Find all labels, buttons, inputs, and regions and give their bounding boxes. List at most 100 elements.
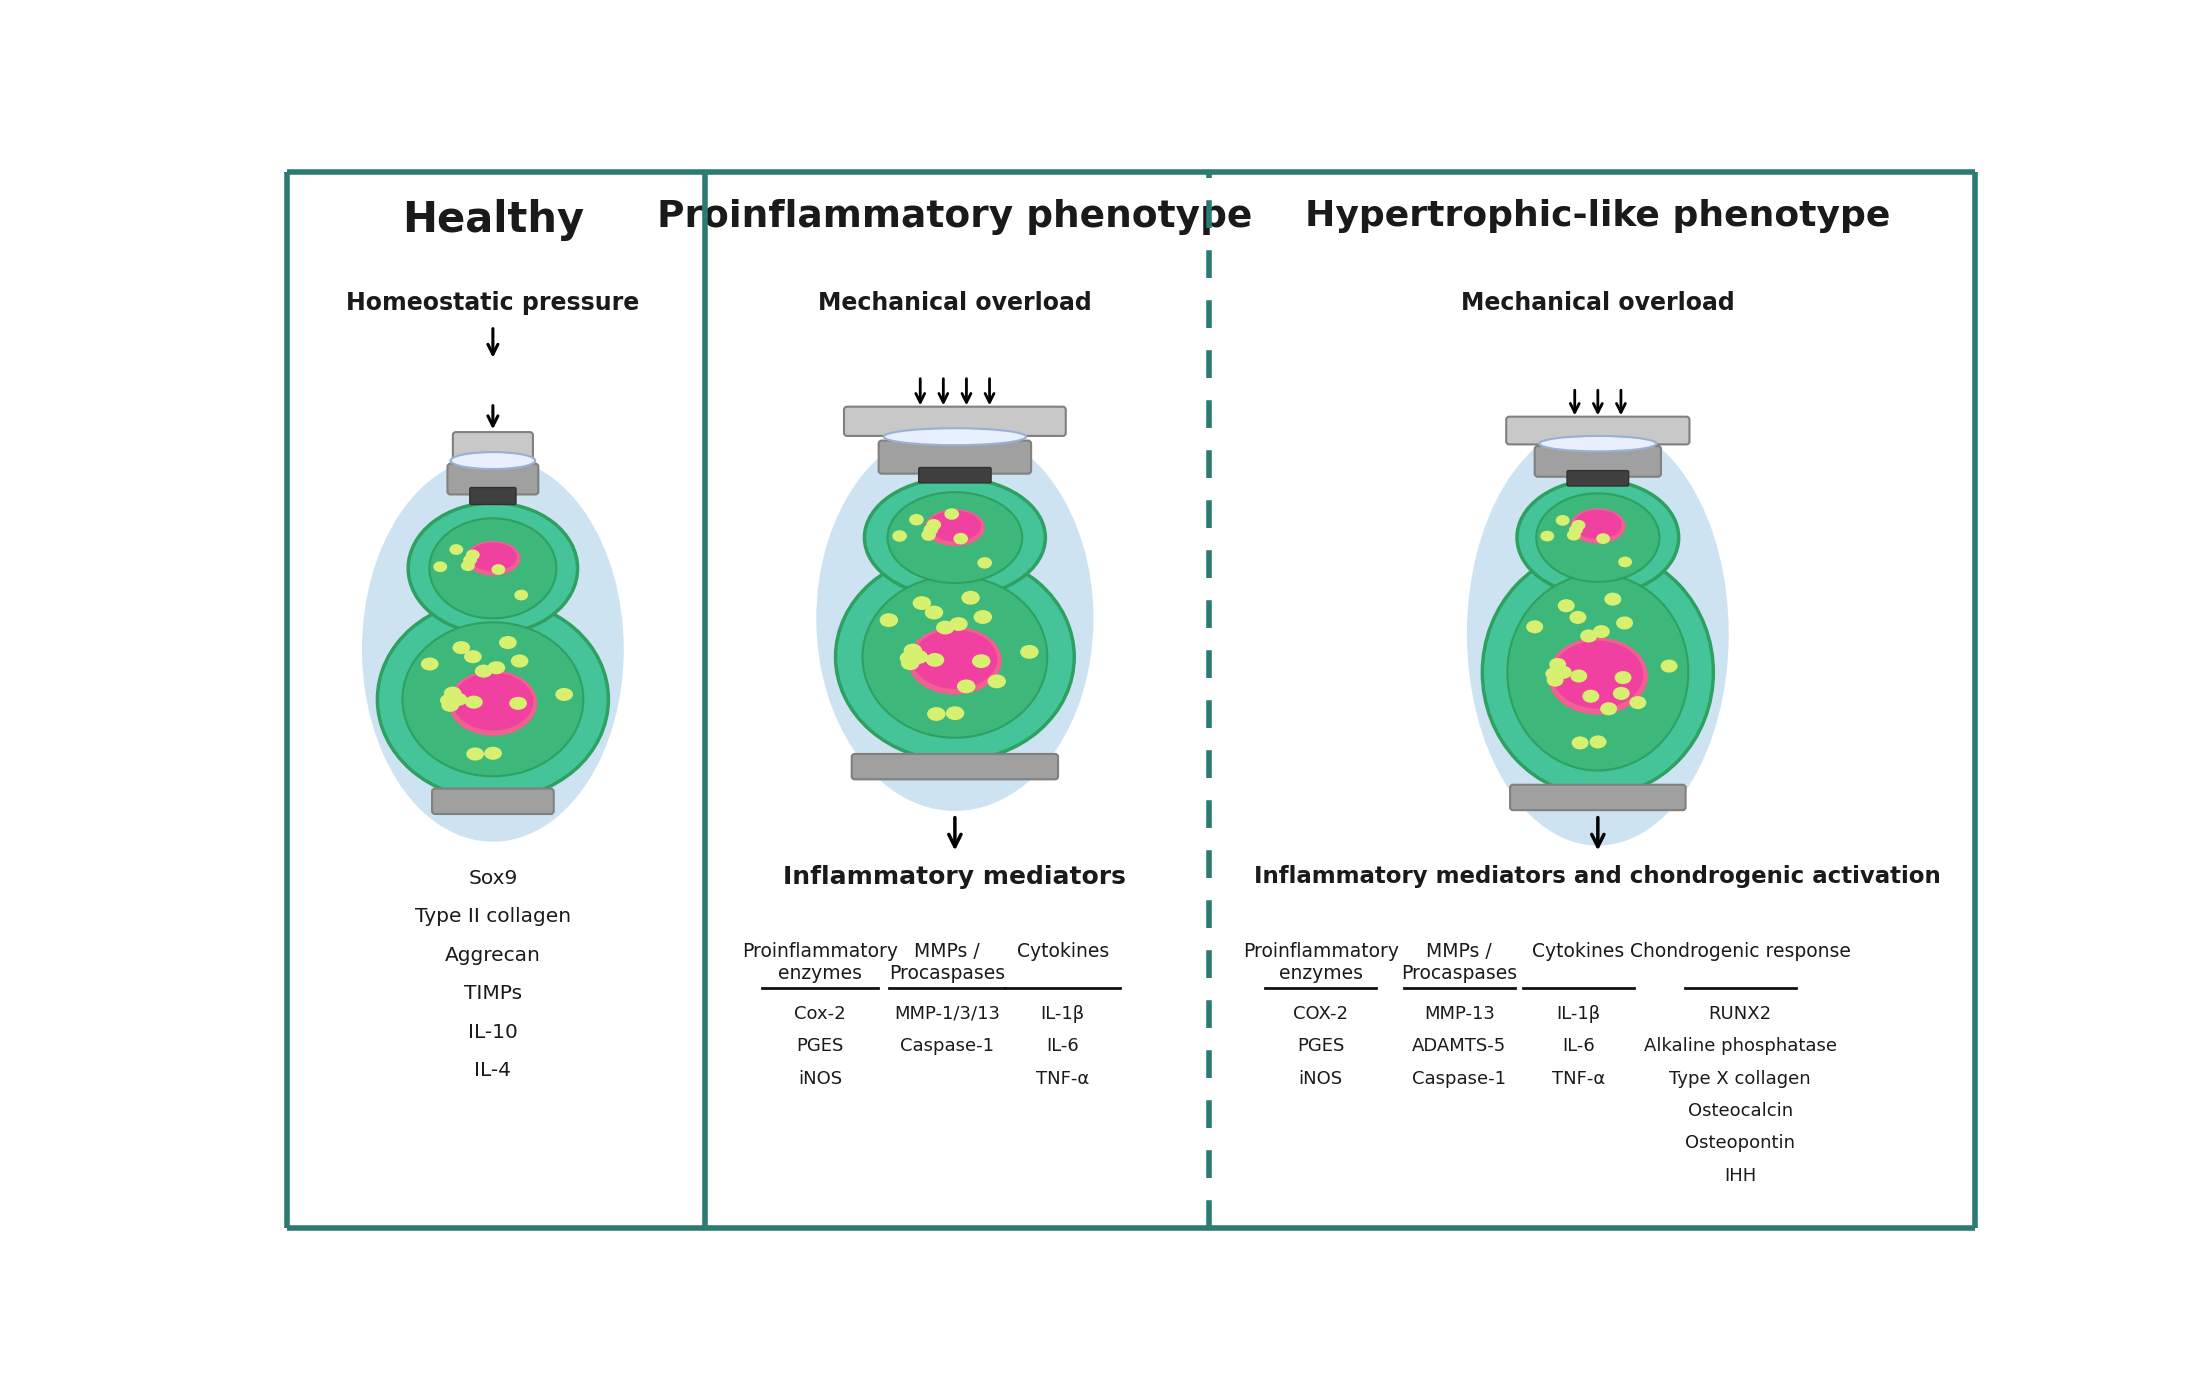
Ellipse shape: [926, 707, 946, 721]
FancyBboxPatch shape: [432, 789, 553, 814]
Ellipse shape: [1590, 735, 1607, 749]
Ellipse shape: [913, 596, 931, 610]
Ellipse shape: [1572, 520, 1585, 531]
Ellipse shape: [864, 479, 1045, 598]
Text: Hypertrophic-like phenotype: Hypertrophic-like phenotype: [1305, 198, 1890, 233]
Ellipse shape: [470, 542, 516, 571]
Ellipse shape: [443, 687, 461, 699]
Ellipse shape: [1539, 436, 1656, 451]
Text: TNF-α: TNF-α: [1552, 1069, 1605, 1087]
Ellipse shape: [1557, 515, 1570, 526]
FancyBboxPatch shape: [845, 406, 1065, 436]
Ellipse shape: [362, 456, 624, 842]
FancyBboxPatch shape: [919, 467, 990, 483]
Ellipse shape: [452, 673, 534, 731]
Ellipse shape: [1541, 531, 1555, 541]
Text: Cytokines: Cytokines: [1532, 942, 1625, 961]
Text: RUNX2: RUNX2: [1709, 1006, 1773, 1024]
Text: Inflammatory mediators: Inflammatory mediators: [783, 865, 1127, 889]
Ellipse shape: [926, 653, 944, 667]
Ellipse shape: [880, 613, 897, 627]
Ellipse shape: [465, 696, 483, 709]
Ellipse shape: [975, 610, 992, 624]
Ellipse shape: [1526, 620, 1544, 634]
Ellipse shape: [957, 680, 975, 694]
Ellipse shape: [408, 503, 578, 634]
FancyBboxPatch shape: [448, 463, 538, 494]
Ellipse shape: [1570, 524, 1583, 535]
Text: iNOS: iNOS: [798, 1069, 842, 1087]
Ellipse shape: [1550, 657, 1566, 671]
Text: Caspase-1: Caspase-1: [900, 1037, 994, 1056]
Ellipse shape: [953, 533, 968, 545]
Ellipse shape: [1557, 599, 1574, 612]
Text: iNOS: iNOS: [1299, 1069, 1343, 1087]
Ellipse shape: [1570, 670, 1588, 682]
Ellipse shape: [512, 655, 529, 667]
FancyBboxPatch shape: [470, 487, 516, 505]
Ellipse shape: [988, 674, 1005, 688]
Ellipse shape: [1555, 666, 1572, 678]
Text: Aggrecan: Aggrecan: [445, 946, 540, 965]
FancyBboxPatch shape: [1510, 785, 1685, 810]
Ellipse shape: [1596, 533, 1610, 544]
Ellipse shape: [465, 541, 520, 576]
Ellipse shape: [816, 426, 1094, 811]
Ellipse shape: [924, 606, 944, 620]
Ellipse shape: [1548, 638, 1647, 714]
Text: Proinflammatory
enzymes: Proinflammatory enzymes: [1244, 942, 1398, 983]
Ellipse shape: [908, 651, 928, 664]
Ellipse shape: [1616, 616, 1634, 630]
Text: Healthy: Healthy: [401, 198, 584, 241]
Text: IL-6: IL-6: [1047, 1037, 1078, 1056]
Ellipse shape: [908, 627, 1001, 695]
Text: Chondrogenic response: Chondrogenic response: [1629, 942, 1850, 961]
Ellipse shape: [1517, 480, 1678, 595]
Ellipse shape: [1583, 689, 1599, 703]
Ellipse shape: [937, 620, 955, 634]
Ellipse shape: [401, 623, 584, 777]
Text: Osteopontin: Osteopontin: [1685, 1135, 1795, 1153]
FancyBboxPatch shape: [452, 433, 534, 460]
Text: Sox9: Sox9: [467, 868, 518, 888]
Ellipse shape: [1612, 687, 1629, 700]
Ellipse shape: [893, 530, 906, 542]
Text: MMPs /
Procaspases: MMPs / Procaspases: [889, 942, 1005, 983]
Text: Proinflammatory
enzymes: Proinflammatory enzymes: [743, 942, 897, 983]
Ellipse shape: [946, 706, 964, 720]
Ellipse shape: [908, 515, 924, 526]
Ellipse shape: [1660, 660, 1678, 673]
Text: IL-1β: IL-1β: [1041, 1006, 1085, 1024]
Ellipse shape: [450, 692, 467, 706]
Ellipse shape: [450, 452, 536, 469]
Text: TNF-α: TNF-α: [1036, 1069, 1089, 1087]
FancyBboxPatch shape: [1535, 447, 1660, 477]
Ellipse shape: [487, 662, 505, 674]
Ellipse shape: [430, 519, 556, 619]
Ellipse shape: [944, 508, 959, 520]
Ellipse shape: [961, 591, 979, 605]
Ellipse shape: [950, 617, 968, 631]
FancyBboxPatch shape: [851, 755, 1058, 779]
Ellipse shape: [886, 492, 1023, 583]
Text: Type X collagen: Type X collagen: [1669, 1069, 1810, 1087]
Ellipse shape: [902, 656, 919, 670]
Ellipse shape: [1570, 610, 1585, 624]
Ellipse shape: [836, 553, 1074, 761]
Ellipse shape: [465, 748, 483, 760]
Ellipse shape: [474, 664, 492, 678]
Ellipse shape: [556, 688, 573, 700]
Ellipse shape: [1572, 736, 1588, 749]
Ellipse shape: [1629, 696, 1647, 709]
Ellipse shape: [492, 565, 505, 576]
Ellipse shape: [498, 637, 516, 649]
Text: Mechanical overload: Mechanical overload: [1462, 291, 1735, 315]
Ellipse shape: [1466, 422, 1729, 846]
Ellipse shape: [924, 509, 986, 546]
Text: Homeostatic pressure: Homeostatic pressure: [346, 291, 639, 315]
FancyBboxPatch shape: [878, 441, 1032, 474]
Ellipse shape: [1568, 530, 1581, 541]
Ellipse shape: [452, 641, 470, 655]
Ellipse shape: [514, 589, 529, 601]
Text: Proinflammatory phenotype: Proinflammatory phenotype: [657, 198, 1252, 234]
